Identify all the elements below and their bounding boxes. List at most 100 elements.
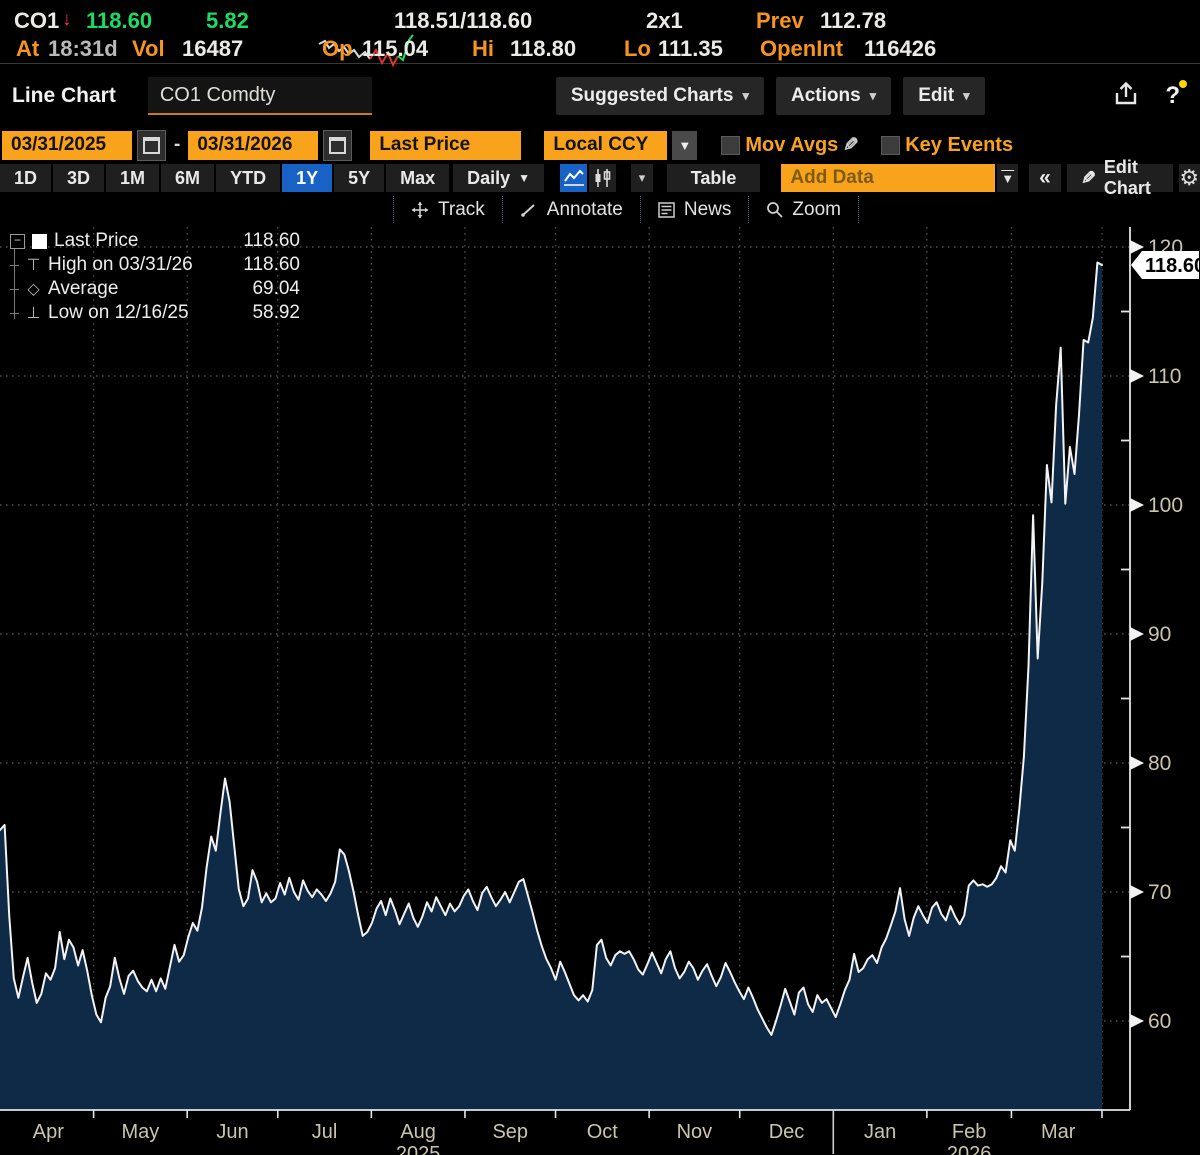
svg-text:Nov: Nov xyxy=(677,1121,713,1143)
period-tab-5y[interactable]: 5Y xyxy=(334,164,385,192)
date-from-field[interactable]: 03/31/2025 xyxy=(2,130,132,160)
period-tab-1d[interactable]: 1D xyxy=(0,164,52,192)
help-icon[interactable]: ? xyxy=(1165,80,1187,110)
add-data-input[interactable] xyxy=(781,164,996,192)
svg-text:80: 80 xyxy=(1148,752,1171,775)
prev-label: Prev xyxy=(756,8,804,33)
actions-button[interactable]: Actions ▾ xyxy=(775,77,892,115)
annotate-pencil-icon xyxy=(520,203,535,217)
at-time: 18:31d xyxy=(48,36,118,61)
high-value: 118.80 xyxy=(510,36,577,61)
series-swatch xyxy=(32,233,47,249)
chart-area: 60 70 80 90 100 110 120 Apr May Jun Jul Aug Sep Oct No… xyxy=(0,193,1200,1155)
legend-row[interactable]: ⊥ Low on 12/16/25 58.92 xyxy=(8,301,300,325)
chart-type-dropdown[interactable]: ▾ xyxy=(631,164,653,192)
candlestick-icon xyxy=(595,169,611,187)
frequency-select[interactable]: Daily ▼ xyxy=(453,164,545,192)
line-chart-type-button[interactable] xyxy=(560,164,588,192)
quote-header: CO1 ↓ 118.60 5.82 118.51/118.60 2x1 Prev… xyxy=(0,0,1200,68)
calendar-icon[interactable] xyxy=(323,129,353,161)
edit-chart-button[interactable]: ✎ Edit Chart xyxy=(1066,157,1173,198)
svg-text:Dec: Dec xyxy=(769,1121,805,1143)
legend-row[interactable]: − Last Price 118.60 xyxy=(8,229,300,253)
news-icon xyxy=(658,201,675,218)
svg-text:Aug: Aug xyxy=(400,1121,436,1143)
suggested-charts-button[interactable]: Suggested Charts ▾ xyxy=(555,77,764,115)
chart-settings-gear[interactable]: ⚙ xyxy=(1178,164,1200,192)
average-marker-icon: ◇ xyxy=(27,281,40,298)
edit-button[interactable]: Edit ▾ xyxy=(903,77,985,115)
svg-text:118.60: 118.60 xyxy=(1145,255,1200,277)
open-label: Op xyxy=(322,36,353,61)
magnifier-icon xyxy=(767,202,784,218)
period-tab-6m[interactable]: 6M xyxy=(161,164,215,192)
track-crosshair-icon xyxy=(412,201,428,218)
chevron-down-icon: ▾ xyxy=(742,88,749,103)
calendar-icon[interactable] xyxy=(137,129,166,161)
price-sparkline xyxy=(278,6,427,100)
main-toolbar: Line Chart Suggested Charts ▾ Actions ▾ … xyxy=(0,64,1200,128)
period-tab-3d[interactable]: 3D xyxy=(53,164,105,192)
openint-value: 116426 xyxy=(864,36,937,61)
prev-value: 112.78 xyxy=(820,8,887,33)
period-tab-1m[interactable]: 1M xyxy=(106,164,160,192)
mov-avgs-checkbox[interactable] xyxy=(721,135,741,155)
high-marker-icon: ⊤ xyxy=(26,257,41,274)
vol-value: 16487 xyxy=(182,36,244,61)
zoom-button[interactable]: Zoom xyxy=(748,196,859,223)
annotate-button[interactable]: Annotate xyxy=(501,196,640,223)
ticker: CO1 xyxy=(14,8,60,33)
svg-text:Feb: Feb xyxy=(952,1121,986,1143)
period-tab-ytd[interactable]: YTD xyxy=(216,164,281,192)
legend-row[interactable]: ⊤ High on 03/31/26 118.60 xyxy=(8,253,300,277)
down-arrow-icon: ↓ xyxy=(62,9,72,30)
period-tab-1y[interactable]: 1Y xyxy=(282,164,333,192)
date-to-field[interactable]: 03/31/2026 xyxy=(188,130,319,160)
collapse-panel-button[interactable]: « xyxy=(1029,164,1061,192)
currency-select[interactable]: Local CCY xyxy=(544,130,668,160)
chart-toolbar: Track Annotate News xyxy=(393,196,859,223)
svg-text:100: 100 xyxy=(1148,494,1183,517)
vol-label: Vol xyxy=(132,36,165,61)
price-field-select[interactable]: Last Price xyxy=(370,130,522,160)
legend-label: High on 03/31/26 xyxy=(48,254,193,275)
pencil-icon: ✎ xyxy=(1080,167,1096,188)
news-button[interactable]: News xyxy=(639,196,749,223)
legend-value: 69.04 xyxy=(252,278,300,299)
key-events-label: Key Events xyxy=(905,133,1014,156)
open-value: 115.04 xyxy=(362,36,429,61)
svg-text:2025: 2025 xyxy=(396,1143,441,1155)
svg-text:Jan: Jan xyxy=(864,1121,896,1143)
chart-legend: − Last Price 118.60 ⊤ High on 03/31/26 118.60… xyxy=(8,229,300,325)
range-settings-row: 03/31/2025 - 03/31/2026 Last Price Local… xyxy=(0,128,1200,162)
legend-value: 118.60 xyxy=(243,254,300,275)
period-tab-max[interactable]: Max xyxy=(386,164,450,192)
legend-row[interactable]: ◇ Average 69.04 xyxy=(8,277,300,301)
export-icon[interactable] xyxy=(1113,81,1139,112)
pencil-icon[interactable]: ✎ xyxy=(843,134,860,156)
gear-icon: ⚙ xyxy=(1179,165,1200,190)
track-button[interactable]: Track xyxy=(393,196,502,223)
low-marker-icon: ⊥ xyxy=(26,305,41,322)
table-button[interactable]: Table xyxy=(666,164,761,192)
line-chart-icon xyxy=(563,169,584,186)
candlestick-chart-type-button[interactable] xyxy=(589,164,617,192)
net-change: 5.82 xyxy=(206,8,249,33)
legend-collapse-icon[interactable]: − xyxy=(10,233,25,249)
openint-label: OpenInt xyxy=(760,36,844,61)
legend-label: Last Price xyxy=(54,230,139,251)
chevron-down-icon: ▾ xyxy=(963,88,970,103)
add-data-filter-button[interactable]: ▼ xyxy=(997,164,1019,192)
key-events-checkbox[interactable] xyxy=(881,135,901,155)
security-input[interactable] xyxy=(147,77,372,115)
bid-ask: 118.51/118.60 xyxy=(394,8,533,33)
currency-dropdown-icon[interactable]: ▼ xyxy=(672,130,698,160)
range-dash: - xyxy=(174,134,181,155)
legend-label: Low on 12/16/25 xyxy=(48,302,189,323)
mov-avgs-label: Mov Avgs xyxy=(745,133,839,156)
low-value: 111.35 xyxy=(658,36,723,61)
lot-size: 2x1 xyxy=(646,8,683,33)
dropdown-icon: ▼ xyxy=(518,171,531,185)
